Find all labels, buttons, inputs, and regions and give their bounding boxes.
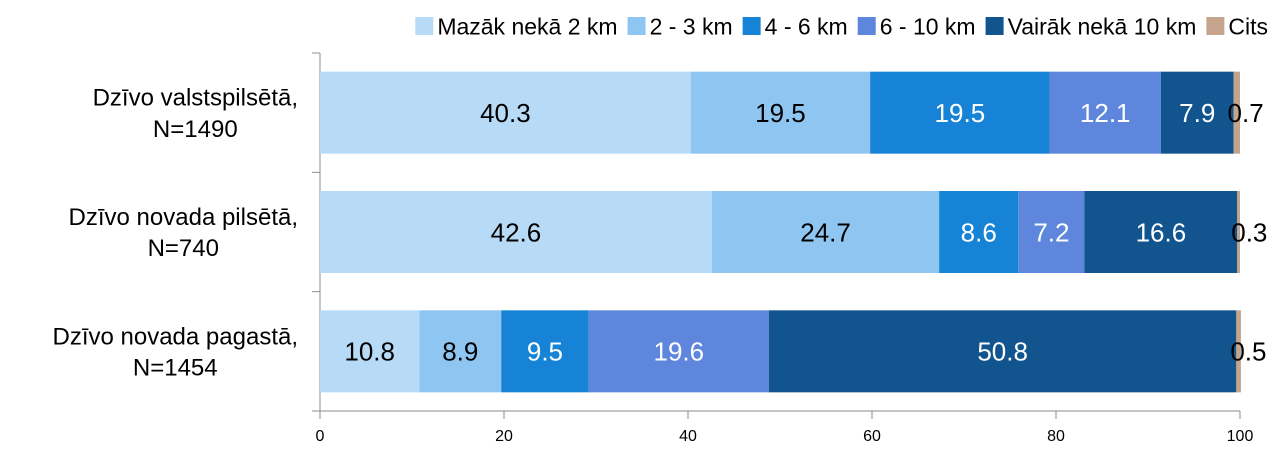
- legend-label: Mazāk nekā 2 km: [437, 13, 617, 39]
- bar-segment-mazak-neka-2-km-2: [320, 191, 712, 273]
- legend-label: Cits: [1228, 13, 1268, 39]
- value-tick-label: 80: [1047, 428, 1065, 445]
- value-tick-label: 20: [495, 428, 513, 445]
- bar-segment-vairak-neka-10-km-3: [768, 310, 1237, 393]
- data-label: 8.6: [961, 217, 997, 247]
- data-label: 40.3: [480, 98, 531, 128]
- value-tick-label: 0: [316, 428, 325, 445]
- bar-segment-4-6-km-3: [501, 310, 589, 393]
- legend-item-cits: Cits: [1206, 13, 1268, 39]
- category-label: N=1490: [153, 116, 238, 143]
- data-label: 7.2: [1033, 217, 1069, 247]
- legend-item-6-10-km: 6 - 10 km: [857, 13, 976, 39]
- legend-item-4-6-km: 4 - 6 km: [742, 13, 848, 39]
- legend-label: Vairāk nekā 10 km: [1008, 13, 1197, 39]
- bar-segment-cits-1: [1233, 71, 1240, 154]
- legend-label: 2 - 3 km: [650, 13, 733, 39]
- data-label: 19.5: [755, 98, 806, 128]
- bar-segment-4-6-km-2: [939, 191, 1019, 273]
- category-label: Dzīvo novada pilsētā,: [69, 204, 298, 231]
- legend-swatch: [857, 17, 876, 35]
- data-label: 12.1: [1080, 98, 1131, 128]
- legend-swatch: [627, 17, 646, 35]
- data-label: 24.7: [800, 217, 851, 247]
- legend-item-mazak-neka-2-km: Mazāk nekā 2 km: [415, 13, 618, 39]
- legend-swatch: [985, 17, 1004, 35]
- bar-segment-cits-2: [1237, 191, 1240, 273]
- data-label: 50.8: [977, 337, 1028, 367]
- bar-segment-2-3-km-2: [711, 191, 940, 273]
- category-label: N=1454: [133, 355, 218, 382]
- bars: 40.3 19.5 19.5 12.1 7.9 0.7 42.6 24.7 8.6 7.2 16.6…: [320, 71, 1267, 393]
- category-label: Dzīvo valstspilsētā,: [93, 85, 298, 112]
- data-label: 16.6: [1136, 217, 1187, 247]
- legend-item-vairak-neka-10-km: Vairāk nekā 10 km: [985, 13, 1197, 39]
- category-label: Dzīvo novada pagastā,: [53, 323, 299, 350]
- data-label: 42.6: [491, 217, 542, 247]
- legend: Mazāk nekā 2 km 2 - 3 km 4 - 6 km 6 - 10 km…: [415, 13, 1268, 39]
- value-axis: 0 20 40 60 80 100: [316, 410, 1254, 445]
- bar-segment-2-3-km-1: [690, 71, 871, 154]
- value-tick-label: 100: [1227, 428, 1254, 445]
- value-tick-label: 40: [679, 428, 697, 445]
- data-label: 8.9: [442, 337, 478, 367]
- bar-segment-6-10-km-3: [588, 310, 769, 393]
- category-axis: Dzīvo valstspilsētā, N=1490 Dzīvo novada p…: [53, 52, 321, 412]
- bar-segment-6-10-km-1: [1049, 71, 1161, 154]
- legend-item-2-3-km: 2 - 3 km: [627, 13, 733, 39]
- bar-segment-2-3-km-3: [419, 310, 502, 393]
- category-label: N=740: [148, 235, 219, 262]
- bar-segment-4-6-km-1: [870, 71, 1050, 154]
- data-label: 7.9: [1179, 98, 1215, 128]
- bar-segment-cits-3: [1236, 310, 1241, 393]
- data-label: 19.5: [935, 98, 986, 128]
- data-label: 0.5: [1230, 337, 1266, 367]
- bar-segment-mazak-neka-2-km-3: [320, 310, 420, 393]
- data-label: 0.7: [1228, 98, 1264, 128]
- data-label: 10.8: [344, 337, 395, 367]
- legend-swatch: [742, 17, 761, 35]
- data-label: 9.5: [527, 337, 563, 367]
- legend-label: 6 - 10 km: [880, 13, 976, 39]
- data-label: 19.6: [653, 337, 704, 367]
- bar-segment-vairak-neka-10-km-1: [1160, 71, 1234, 154]
- bar-segment-vairak-neka-10-km-2: [1084, 191, 1238, 273]
- legend-swatch: [415, 17, 434, 35]
- legend-label: 4 - 6 km: [765, 13, 848, 39]
- bar-segment-mazak-neka-2-km-1: [320, 71, 691, 154]
- legend-swatch: [1206, 17, 1225, 35]
- data-label: 0.3: [1231, 217, 1267, 247]
- value-tick-label: 60: [863, 428, 881, 445]
- bar-segment-6-10-km-2: [1018, 191, 1085, 273]
